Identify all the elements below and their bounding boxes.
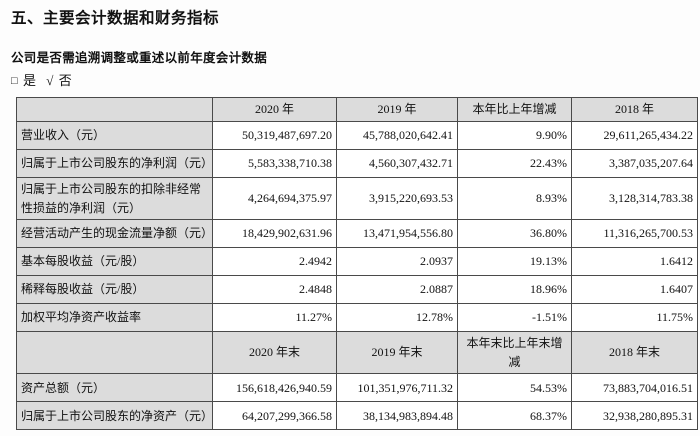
value-cell: 22.43% <box>457 149 572 178</box>
header-cell: 2019 年 <box>336 97 458 122</box>
table-header-row: 2020 年末 2019 年末 本年末比上年末增减 2018 年末 <box>16 331 698 375</box>
value-cell: 156,618,426,940.59 <box>212 373 337 403</box>
value-cell: 2.0887 <box>336 275 458 305</box>
value-cell: 18.96% <box>457 275 572 305</box>
header-cell: 2020 年末 <box>212 331 337 375</box>
value-cell: 11,316,265,700.53 <box>571 219 698 249</box>
value-cell: 5,583,338,710.38 <box>212 149 337 178</box>
header-cell: 本年末比上年末增减 <box>457 331 572 375</box>
table-row: 营业收入（元） 50,319,487,697.20 45,788,020,642.4… <box>16 121 698 150</box>
header-cell: 2020 年 <box>212 97 337 122</box>
value-cell: 3,128,314,783.38 <box>571 176 698 221</box>
value-cell: 2.4942 <box>212 247 337 277</box>
value-cell: 11.75% <box>571 303 698 333</box>
header-cell: 2019 年末 <box>336 331 458 375</box>
table-row: 资产总额（元） 156,618,426,940.59 101,351,976,711… <box>16 373 698 403</box>
value-cell: 2.4848 <box>212 275 337 305</box>
value-cell: -1.51% <box>457 303 572 333</box>
value-cell: 45,788,020,642.41 <box>336 121 458 150</box>
value-cell: 54.53% <box>457 373 572 403</box>
table-row: 加权平均净资产收益率 11.27% 12.78% -1.51% 11.75% <box>16 303 698 333</box>
value-cell: 13,471,954,556.80 <box>336 219 458 249</box>
value-cell: 38,134,983,894.48 <box>336 401 458 431</box>
table-row: 归属于上市公司股东的净利润（元） 5,583,338,710.38 4,560,30… <box>16 149 698 178</box>
table-row: 归属于上市公司股东的扣除非经常性损益的净利润（元） 4,264,694,375.9… <box>16 176 698 221</box>
value-cell: 64,207,299,366.58 <box>212 401 337 431</box>
value-cell: 9.90% <box>457 121 572 150</box>
row-label-cell: 归属于上市公司股东的净资产（元） <box>16 401 213 431</box>
value-cell: 8.93% <box>457 176 572 221</box>
value-cell: 36.80% <box>457 219 572 249</box>
row-label-cell: 经营活动产生的现金流量净额（元） <box>16 219 213 249</box>
value-cell: 19.13% <box>457 247 572 277</box>
table-row: 经营活动产生的现金流量净额（元） 18,429,902,631.96 13,471,… <box>16 219 698 249</box>
financial-indicators-table: 2020 年 2019 年本年比上年增减 2018 年营业收入（元） 50,319,4… <box>16 97 698 431</box>
header-cell: 本年比上年增减 <box>457 97 572 122</box>
value-cell: 1.6412 <box>571 247 698 277</box>
checkbox-unchecked-icon: □ <box>11 75 18 87</box>
value-cell: 101,351,976,711.32 <box>336 373 458 403</box>
section-title: 五、主要会计数据和财务指标 <box>11 10 220 27</box>
row-label-cell: 归属于上市公司股东的净利润（元） <box>16 149 213 178</box>
value-cell: 4,560,307,432.71 <box>336 149 458 178</box>
row-label-cell: 加权平均净资产收益率 <box>16 303 213 333</box>
value-cell: 32,938,280,895.31 <box>571 401 698 431</box>
value-cell: 12.78% <box>336 303 458 333</box>
row-label-cell: 资产总额（元） <box>16 373 213 403</box>
table-body: 2020 年 2019 年本年比上年增减 2018 年营业收入（元） 50,319,4… <box>16 97 698 431</box>
table-row: 基本每股收益（元/股） 2.4942 2.0937 19.13% 1.6412 <box>16 247 698 277</box>
value-cell: 68.37% <box>457 401 572 431</box>
table-row: 稀释每股收益（元/股） 2.4848 2.0887 18.96% 1.6407 <box>16 275 698 305</box>
checkmark-icon: √ <box>46 73 54 88</box>
row-label-cell: 稀释每股收益（元/股） <box>16 275 213 305</box>
value-cell: 11.27% <box>212 303 337 333</box>
row-label-cell: 归属于上市公司股东的扣除非经常性损益的净利润（元） <box>16 176 213 221</box>
row-label-cell: 营业收入（元） <box>16 121 213 150</box>
restatement-answer: □ 是 √ 否 <box>11 70 82 89</box>
row-label-cell: 基本每股收益（元/股） <box>16 247 213 277</box>
table-header-row: 2020 年 2019 年本年比上年增减 2018 年 <box>16 97 698 122</box>
value-cell: 3,387,035,207.64 <box>571 149 698 178</box>
value-cell: 2.0937 <box>336 247 458 277</box>
value-cell: 29,611,265,434.22 <box>571 121 698 150</box>
header-cell: 2018 年 <box>571 97 698 122</box>
value-cell: 4,264,694,375.97 <box>212 176 337 221</box>
value-cell: 73,883,704,016.51 <box>571 373 698 403</box>
header-cell: 2018 年末 <box>571 331 698 375</box>
value-cell: 1.6407 <box>571 275 698 305</box>
restatement-question: 公司是否需追溯调整或重述以前年度会计数据 <box>11 51 268 65</box>
answer-yes-label: 是 <box>22 73 37 88</box>
answer-no-label: 否 <box>58 73 73 88</box>
table-row: 归属于上市公司股东的净资产（元） 64,207,299,366.58 38,134,… <box>16 401 698 431</box>
header-empty-cell <box>16 97 213 122</box>
value-cell: 50,319,487,697.20 <box>212 121 337 150</box>
header-empty-cell <box>16 331 213 375</box>
value-cell: 3,915,220,693.53 <box>336 176 458 221</box>
value-cell: 18,429,902,631.96 <box>212 219 337 249</box>
